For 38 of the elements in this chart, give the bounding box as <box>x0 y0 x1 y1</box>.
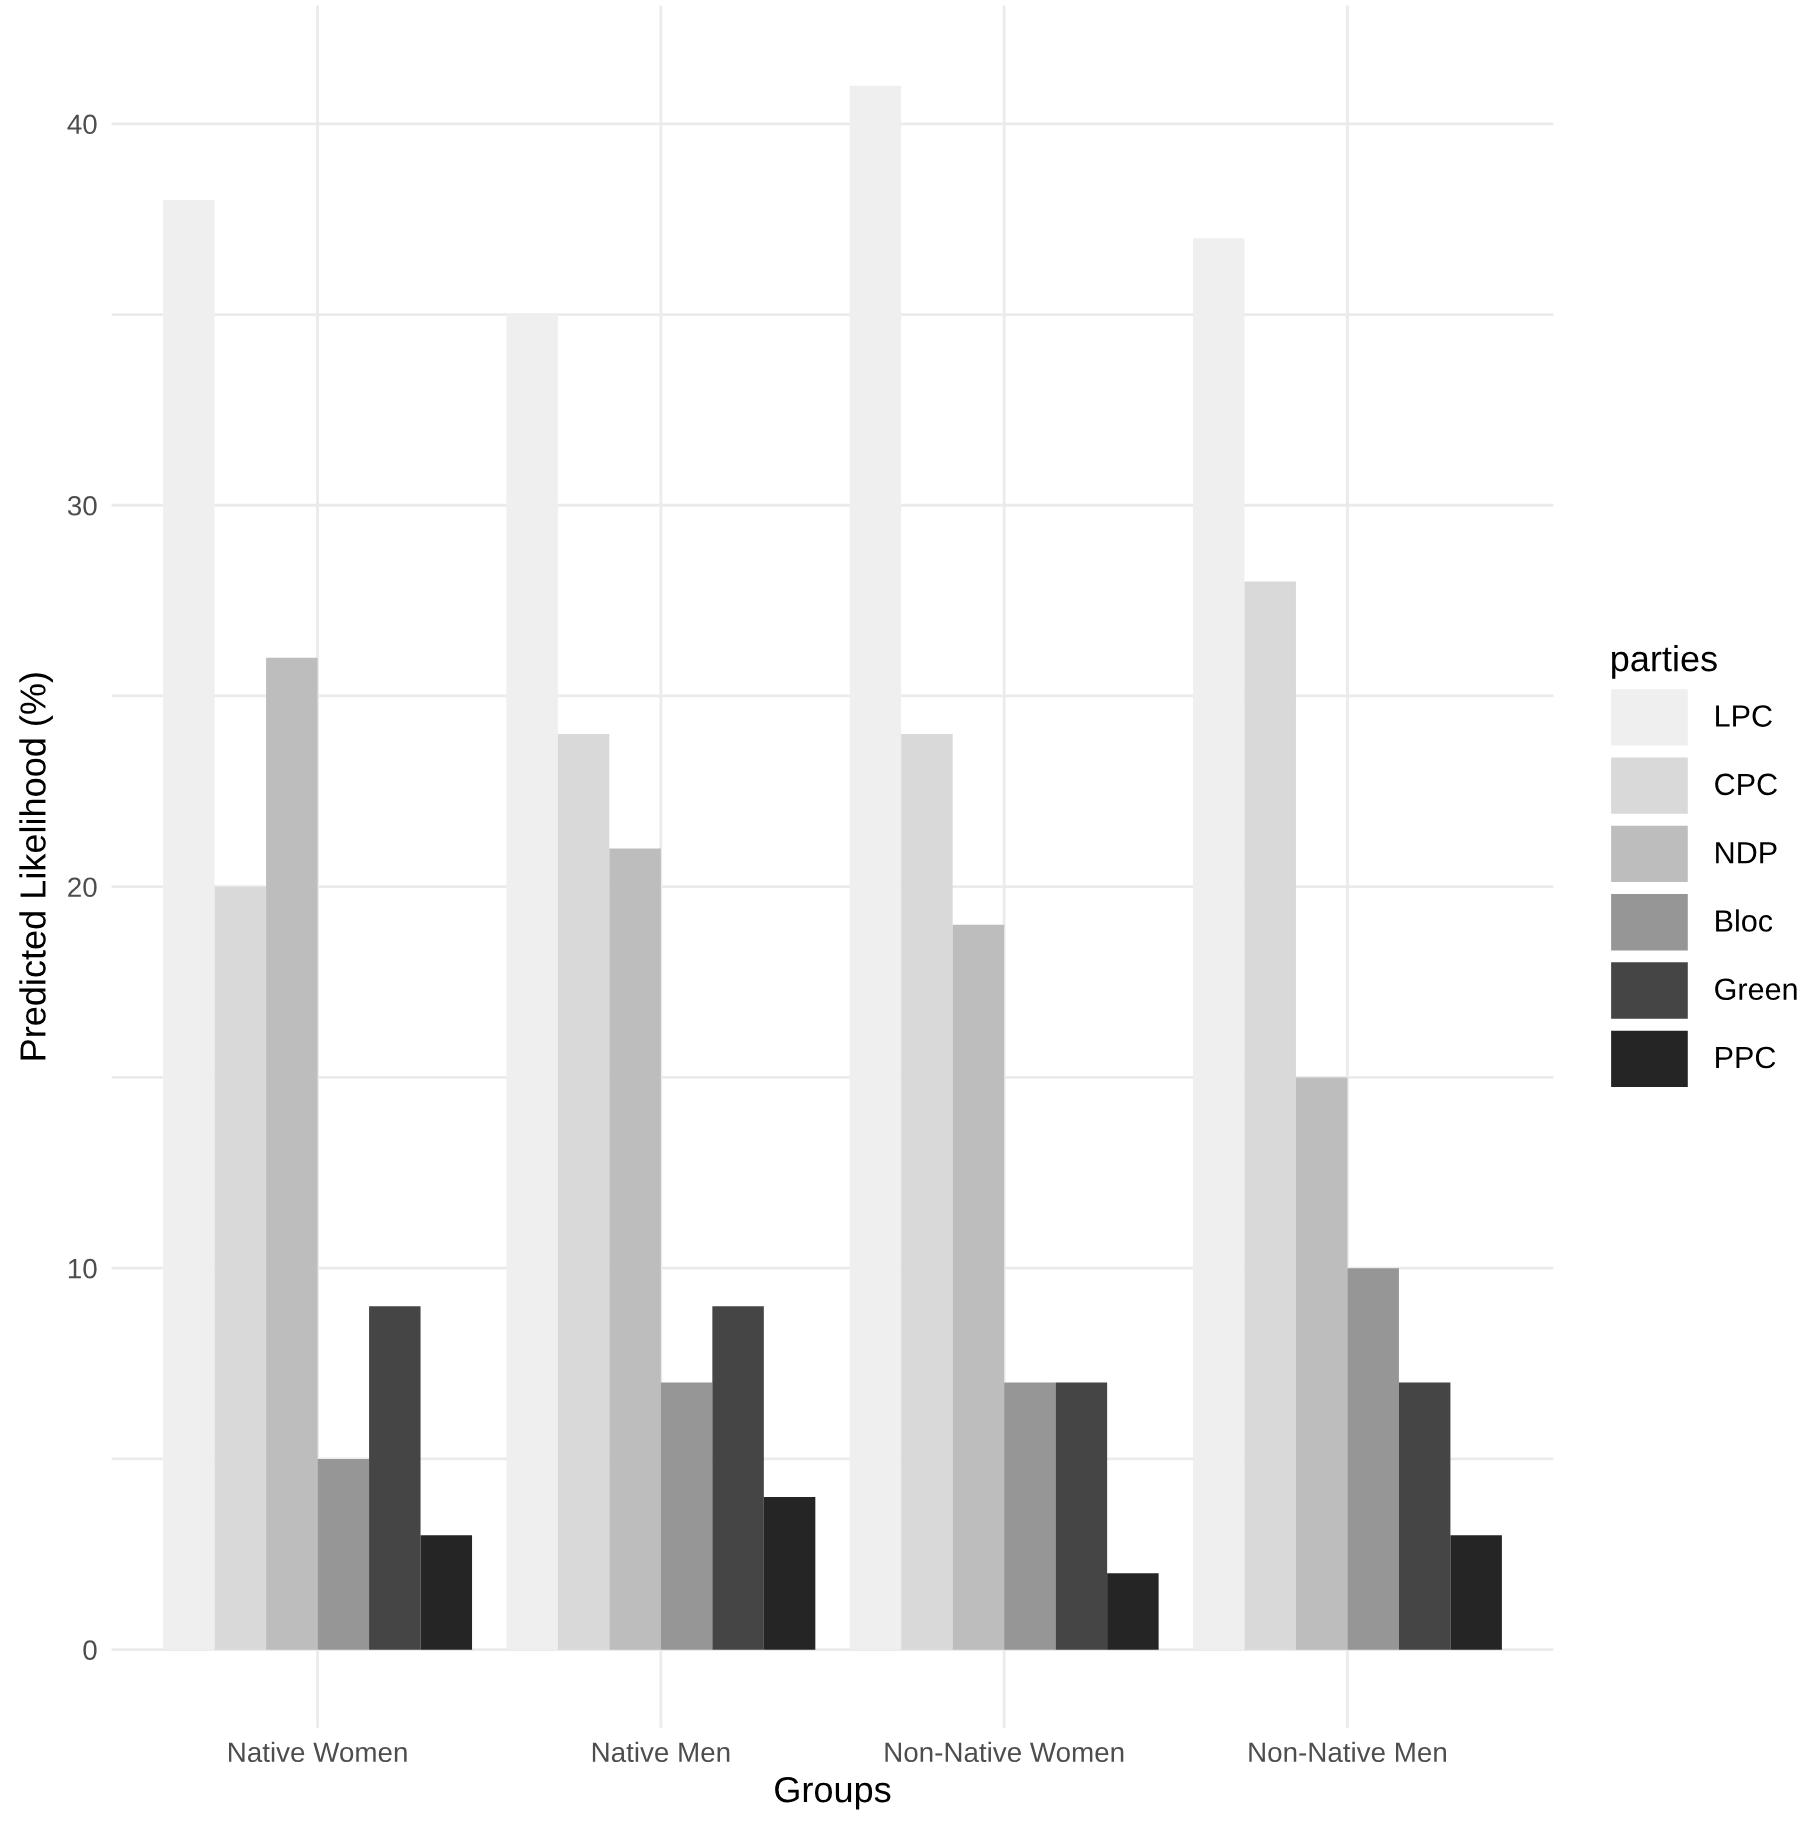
legend-label: PPC <box>1716 1046 1776 1069</box>
bar <box>609 848 661 1650</box>
bar <box>317 1458 370 1650</box>
x-axis-title: Groups <box>775 1776 891 1810</box>
x-tick-label: Native Men <box>592 1741 730 1763</box>
y-tick-label: 30 <box>67 495 97 516</box>
bar <box>1347 1268 1399 1650</box>
legend-title: parties <box>1612 644 1717 679</box>
y-tick-label: 20 <box>68 877 97 898</box>
y-tick-label: 10 <box>68 1258 97 1279</box>
bar <box>1450 1535 1502 1650</box>
bar <box>557 734 610 1650</box>
y-tick-label: 40 <box>67 114 97 135</box>
bar <box>1004 1382 1056 1650</box>
bar <box>266 657 318 1650</box>
bar <box>1055 1382 1108 1650</box>
y-tick-label: 0 <box>83 1640 97 1660</box>
legend-label: CPC <box>1715 773 1777 796</box>
x-tick-label: Native Women <box>229 1741 407 1763</box>
bar <box>1295 1077 1348 1650</box>
bar <box>763 1497 816 1650</box>
x-tick-label: Non-Native Women <box>885 1741 1124 1763</box>
bar <box>369 1306 421 1650</box>
bar <box>1398 1382 1451 1650</box>
bar <box>214 886 267 1650</box>
bar <box>420 1535 473 1650</box>
legend-label: Green <box>1715 978 1797 1001</box>
y-axis-title: Predicted Likelihood (%) <box>19 673 53 1060</box>
bar <box>901 734 953 1650</box>
bar <box>1107 1573 1159 1650</box>
legend-label: Bloc <box>1716 909 1773 932</box>
x-tick-label: Non-Native Men <box>1249 1741 1446 1763</box>
bar <box>660 1382 713 1650</box>
bar <box>712 1306 764 1650</box>
legend-label: LPC <box>1716 705 1772 727</box>
bar <box>952 924 1005 1650</box>
bar <box>1244 581 1296 1650</box>
legend-label: NDP <box>1716 842 1777 864</box>
